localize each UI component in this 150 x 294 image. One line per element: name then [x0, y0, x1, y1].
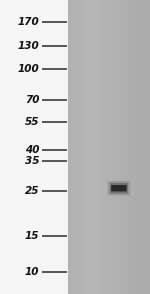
Text: 40: 40 [25, 145, 39, 155]
Text: 25: 25 [25, 186, 39, 196]
Text: 10: 10 [25, 267, 39, 277]
FancyBboxPatch shape [111, 185, 126, 191]
FancyBboxPatch shape [110, 183, 128, 193]
Bar [0, 0, 68, 294]
Text: 35: 35 [25, 156, 39, 166]
Text: 15: 15 [25, 231, 39, 241]
FancyBboxPatch shape [107, 181, 130, 196]
Text: 70: 70 [25, 95, 39, 105]
Text: 100: 100 [18, 64, 39, 74]
Text: 55: 55 [25, 116, 39, 126]
Text: 170: 170 [18, 17, 39, 27]
Text: 130: 130 [18, 41, 39, 51]
